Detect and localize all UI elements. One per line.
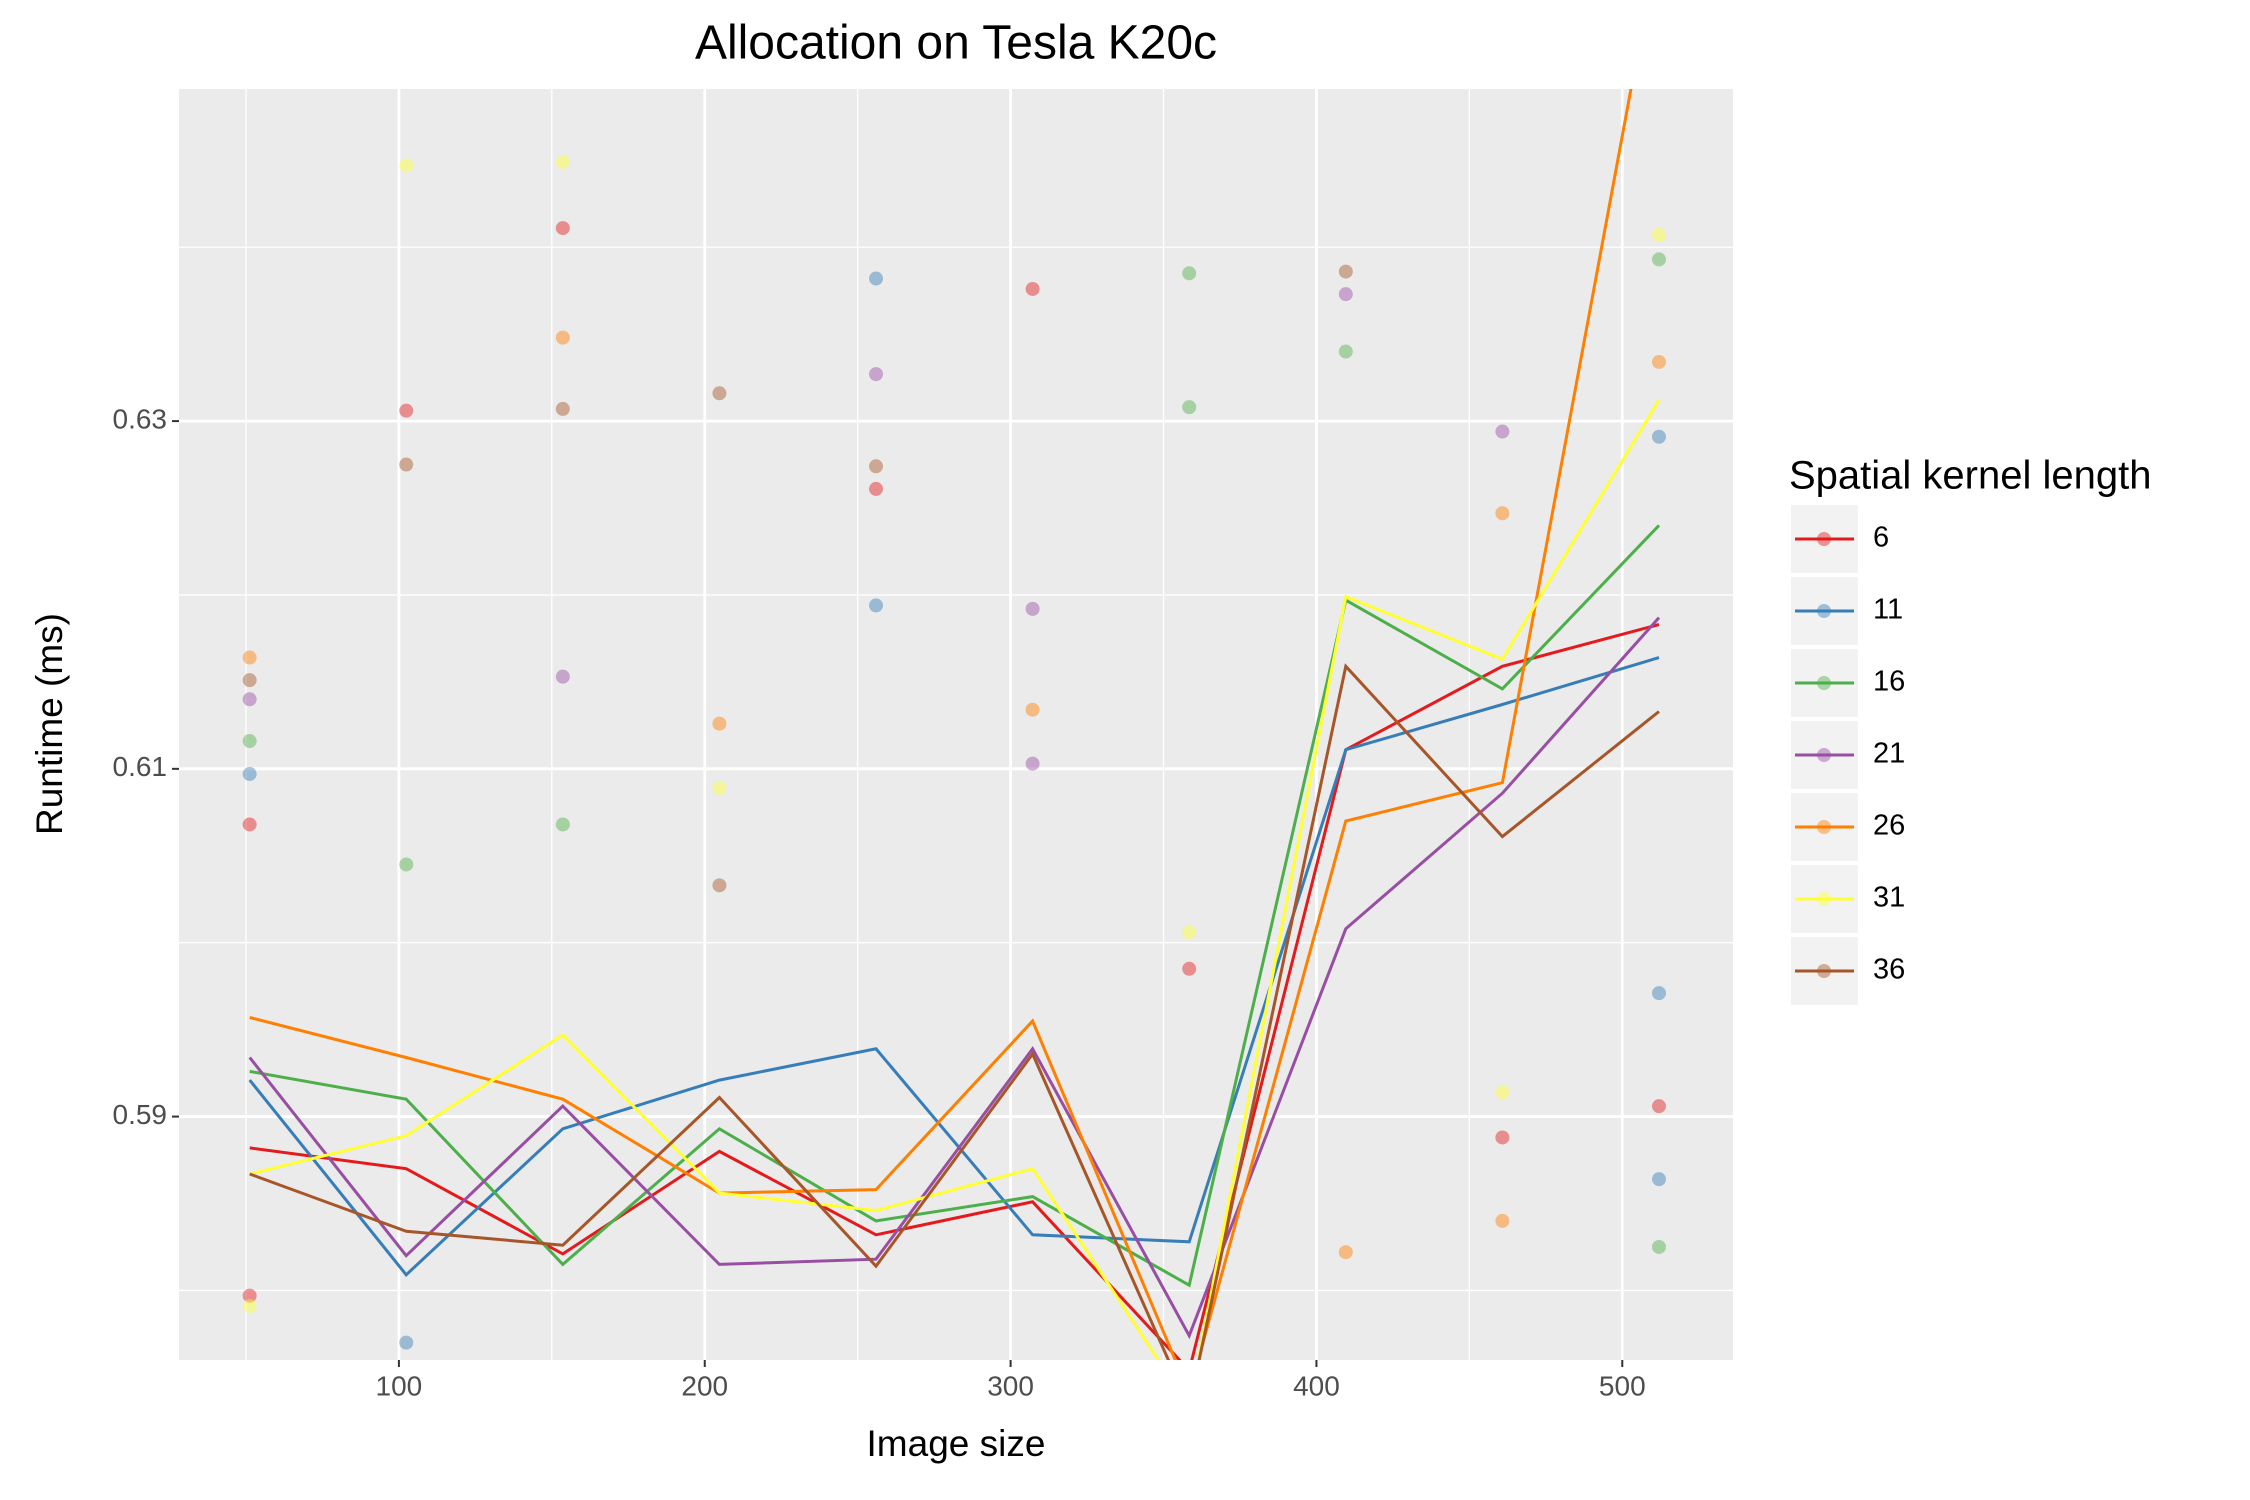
- data-point: [1182, 961, 1197, 976]
- data-point: [242, 650, 257, 665]
- x-tick-label: 200: [681, 1370, 728, 1401]
- data-point: [1651, 429, 1666, 444]
- legend-label: 36: [1873, 954, 1905, 986]
- data-point: [712, 878, 727, 893]
- data-point: [1025, 601, 1040, 616]
- data-point: [555, 221, 570, 236]
- data-point: [242, 734, 257, 749]
- data-point: [399, 403, 414, 418]
- data-point: [1182, 400, 1197, 415]
- data-point: [1651, 252, 1666, 267]
- data-point: [1495, 506, 1510, 521]
- data-point: [869, 459, 884, 474]
- series-line: [248, 656, 1660, 1277]
- chart-title: Allocation on Tesla K20c: [695, 17, 1217, 70]
- legend: 6 11 16 21 26 31 36: [1791, 505, 1905, 1005]
- legend-point: [1817, 892, 1831, 906]
- y-tick-label: 0.61: [113, 751, 168, 782]
- series-line: [249, 663, 1660, 1360]
- legend-label: 31: [1873, 882, 1905, 914]
- data-point: [1025, 756, 1040, 771]
- series-line: [249, 399, 1661, 1360]
- data-point: [1495, 424, 1510, 439]
- data-point: [399, 457, 414, 472]
- grid: [179, 89, 1733, 1360]
- data-point: [1338, 344, 1353, 359]
- data-point: [1651, 228, 1666, 243]
- data-point: [1651, 1239, 1666, 1254]
- data-point: [399, 158, 414, 173]
- data-point: [1651, 1172, 1666, 1187]
- data-point: [1338, 264, 1353, 279]
- x-tick-label: 300: [987, 1370, 1034, 1401]
- data-point: [1495, 1213, 1510, 1228]
- data-point: [869, 598, 884, 613]
- data-point: [1495, 1085, 1510, 1100]
- data-point: [242, 1288, 257, 1303]
- legend-label: 26: [1873, 810, 1905, 842]
- data-point: [242, 692, 257, 707]
- data-point: [1025, 702, 1040, 717]
- legend-label: 11: [1873, 594, 1903, 626]
- legend-point: [1817, 964, 1831, 978]
- legend-label: 16: [1873, 666, 1905, 698]
- data-point: [1651, 354, 1666, 369]
- data-point: [555, 401, 570, 416]
- data-point: [555, 330, 570, 345]
- data-point: [1495, 1130, 1510, 1145]
- data-point: [555, 155, 570, 170]
- plot-area: [242, 89, 1666, 1360]
- legend-label: 6: [1873, 522, 1889, 554]
- x-tick-label: 500: [1599, 1370, 1646, 1401]
- data-point: [712, 780, 727, 795]
- data-point: [242, 817, 257, 832]
- data-point: [1338, 287, 1353, 302]
- data-point: [555, 669, 570, 684]
- legend-title: Spatial kernel length: [1789, 454, 2151, 498]
- y-tick-label: 0.59: [113, 1099, 168, 1130]
- data-point: [1025, 281, 1040, 296]
- data-point: [1651, 1099, 1666, 1114]
- data-point: [399, 1335, 414, 1350]
- y-tick-label: 0.63: [113, 403, 168, 434]
- legend-point: [1817, 604, 1831, 618]
- data-point: [1338, 1245, 1353, 1260]
- data-point: [869, 481, 884, 496]
- panel: [179, 89, 1733, 1360]
- data-point: [712, 716, 727, 731]
- legend-point: [1817, 748, 1831, 762]
- data-point: [1182, 266, 1197, 281]
- data-point: [399, 857, 414, 872]
- y-axis-label: Runtime (ms): [29, 613, 70, 835]
- x-tick-label: 400: [1293, 1370, 1340, 1401]
- data-point: [869, 367, 884, 382]
- data-point: [242, 767, 257, 782]
- series-line: [249, 89, 1633, 1360]
- data-point: [242, 673, 257, 688]
- data-point: [242, 1299, 257, 1314]
- x-tick-label: 100: [376, 1370, 423, 1401]
- series-line: [248, 616, 1661, 1340]
- series-line: [249, 623, 1660, 1360]
- data-point: [1651, 986, 1666, 1001]
- legend-point: [1817, 676, 1831, 690]
- data-point: [712, 386, 727, 401]
- data-point: [869, 271, 884, 286]
- data-point: [1182, 925, 1197, 940]
- x-axis-label: Image size: [867, 1423, 1046, 1464]
- data-point: [555, 817, 570, 832]
- legend-point: [1817, 532, 1831, 546]
- legend-point: [1817, 820, 1831, 834]
- legend-label: 21: [1873, 738, 1905, 770]
